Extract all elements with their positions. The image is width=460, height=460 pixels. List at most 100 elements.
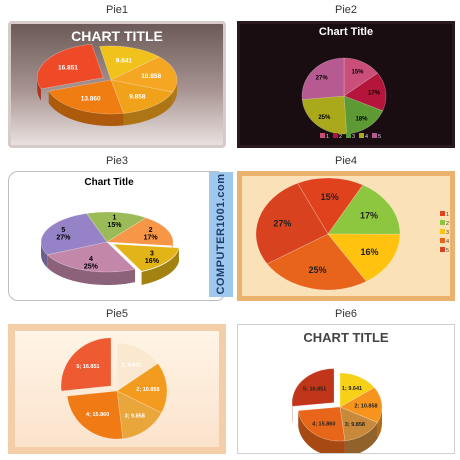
pie2-legend-swatch-3 <box>346 133 351 138</box>
pie1-slice-1 <box>99 45 160 81</box>
pie4-legend-label-1: 1 <box>446 212 449 218</box>
pie4-caption: Pie4 <box>334 155 358 167</box>
pie2-plot: 15% 17% 18% 25% 27% 1 2 3 4 5 <box>301 57 387 140</box>
pie1-slice-3 <box>110 79 174 114</box>
pie3-slice-4-side <box>47 254 136 285</box>
pie3-data-label-1: 1 15% <box>107 214 122 229</box>
pie2-legend-label-5: 5 <box>378 134 381 140</box>
pie1-data-label-4: 13.860 <box>81 96 101 103</box>
pie2-legend-label-4: 4 <box>365 134 368 140</box>
pie2-data-label-4: 25% <box>318 115 331 121</box>
pie4-data-label-3: 16% <box>361 247 379 257</box>
pie3-data-label-3: 3 16% <box>145 250 160 265</box>
pie6-data-label-3: 3; 9.858 <box>345 422 365 428</box>
pie6-slice-3 <box>339 406 378 442</box>
pie2-slice-1 <box>343 57 378 97</box>
pie3-slice-3-side <box>141 248 179 285</box>
pie5-slice-3 <box>116 390 162 440</box>
pie4-legend-swatch-2 <box>440 220 445 225</box>
pie4-legend-label-5: 5 <box>446 248 449 254</box>
pie4-slice-4 <box>266 233 367 291</box>
pie1-chart: CHART TITLE 9.641 10.858 9.858 13.860 16.851 <box>8 21 226 148</box>
pie4-legend-swatch-4 <box>440 238 445 243</box>
pie2-slice-5 <box>301 57 345 100</box>
pie5-caption: Pie5 <box>105 308 129 320</box>
pie4-legend-swatch-1 <box>440 211 445 216</box>
pie5-chart: 1; 9.641 2; 10.858 3; 9.858 4; 15.860 5; 16.… <box>8 324 226 454</box>
pie3-slice-5 <box>40 213 108 256</box>
pie3-title: Chart Title <box>84 177 134 188</box>
pie1-caption: Pie1 <box>105 4 129 16</box>
pie3-data-label-4: 4 25% <box>84 256 99 271</box>
pie5-data-label-1: 1; 9.641 <box>121 363 141 369</box>
pie3-slice-2 <box>106 217 174 247</box>
pie2-data-label-3: 18% <box>355 116 368 122</box>
pie3-data-label-5: 5 27% <box>56 227 71 242</box>
pie2-data-label-5: 27% <box>316 76 329 82</box>
pie5-data-label-3: 3; 9.858 <box>125 413 145 419</box>
pie3-slice-1 <box>86 211 147 243</box>
pie6-slice-4 <box>297 406 346 442</box>
pie5-data-label-4: 4; 15.860 <box>86 412 109 418</box>
pie1-data-label-3: 9.858 <box>129 93 146 100</box>
pie1-slice-4-side <box>48 91 124 127</box>
pie4-data-label-4: 25% <box>308 265 326 275</box>
pie3-data-label-2: 2 17% <box>144 227 159 242</box>
pie4-slice-3 <box>327 233 401 282</box>
pie5-slice-1 <box>116 342 159 392</box>
pie2-slice-4 <box>301 95 347 135</box>
pie5-data-label-5: 5; 16.851 <box>76 364 99 370</box>
pie4-data-label-5: 27% <box>273 219 291 229</box>
pie4-slice-1 <box>297 177 364 235</box>
watermark-text: COMPUTER1001.com <box>215 173 227 295</box>
pie2-data-label-2: 17% <box>368 91 381 97</box>
pie6-slice-1 <box>339 372 375 408</box>
pie2-legend-swatch-5 <box>372 133 377 138</box>
pie6-slice-4-side <box>298 410 345 453</box>
pie4-slice-5 <box>255 182 329 265</box>
pie2-chart: Chart Title 15% 17% 18% 25% 27% 1 2 3 4 5 <box>237 21 455 148</box>
pie6-slice-5 <box>291 368 335 407</box>
pie3-chart: Chart Title 1 15% 2 17% 3 16% 4 25% 5 27% <box>8 171 226 301</box>
pie4-legend-label-3: 3 <box>446 230 449 236</box>
pie1-data-label-1: 9.641 <box>116 57 133 64</box>
pie2-legend-label-2: 2 <box>339 134 342 140</box>
pie6-slice-2 <box>339 387 383 423</box>
pie4-data-label-1: 15% <box>321 192 339 202</box>
pie4-data-label-2: 17% <box>360 210 378 220</box>
pie2-title: Chart Title <box>318 26 374 38</box>
pie6-chart: CHART TITLE 1; 9.641 2; 10.858 3; 9.858 4; … <box>237 324 455 454</box>
pie6-data-label-1: 1; 9.641 <box>342 386 362 392</box>
pie5-slice-2 <box>116 363 168 414</box>
pie6-data-label-4: 4; 15.860 <box>312 421 335 427</box>
pie3-slice-5-side <box>41 242 48 268</box>
pie2-caption: Pie2 <box>334 4 358 16</box>
pie5-slice-4 <box>66 390 124 440</box>
pie6-data-label-5: 5; 16.851 <box>303 387 326 393</box>
pie2-legend-label-1: 1 <box>326 134 329 140</box>
pie3-plot: 1 15% 2 17% 3 16% 4 25% 5 27% <box>40 211 180 285</box>
pie6-title: CHART TITLE <box>303 330 389 345</box>
pie2-slice-2 <box>343 72 387 112</box>
pie1-data-label-5: 16.851 <box>58 64 78 71</box>
pie2-legend-swatch-4 <box>359 133 364 138</box>
pie3-slice-3 <box>112 243 180 272</box>
pie2-legend-label-3: 3 <box>352 134 355 140</box>
pie2-legend-swatch-2 <box>333 133 338 138</box>
pie1-slice-3-side <box>123 92 173 126</box>
pie6-plot: 1; 9.641 2; 10.858 3; 9.858 4; 15.860 5; 16.… <box>291 368 383 453</box>
pie6-caption: Pie6 <box>334 308 358 320</box>
pie5-plot: 1; 9.641 2; 10.858 3; 9.858 4; 15.860 5; 16.… <box>60 337 168 440</box>
pie5-data-label-2: 2; 10.858 <box>136 387 159 393</box>
watermark-banner: COMPUTER1001.com <box>209 172 233 297</box>
pie6-data-label-2: 2; 10.858 <box>354 403 377 409</box>
pie1-slice-2 <box>110 56 178 93</box>
pie1-data-label-2: 10.858 <box>141 73 161 80</box>
pie4-legend-swatch-5 <box>440 247 445 252</box>
pie2-data-label-1: 15% <box>351 70 364 76</box>
pie1-title: CHART TITLE <box>71 28 163 44</box>
pie4-slice-2 <box>327 184 401 235</box>
pie6-slice-3-side <box>344 422 378 453</box>
pie6-slice-2-side <box>377 407 382 439</box>
pie5-slice-5 <box>60 337 112 392</box>
